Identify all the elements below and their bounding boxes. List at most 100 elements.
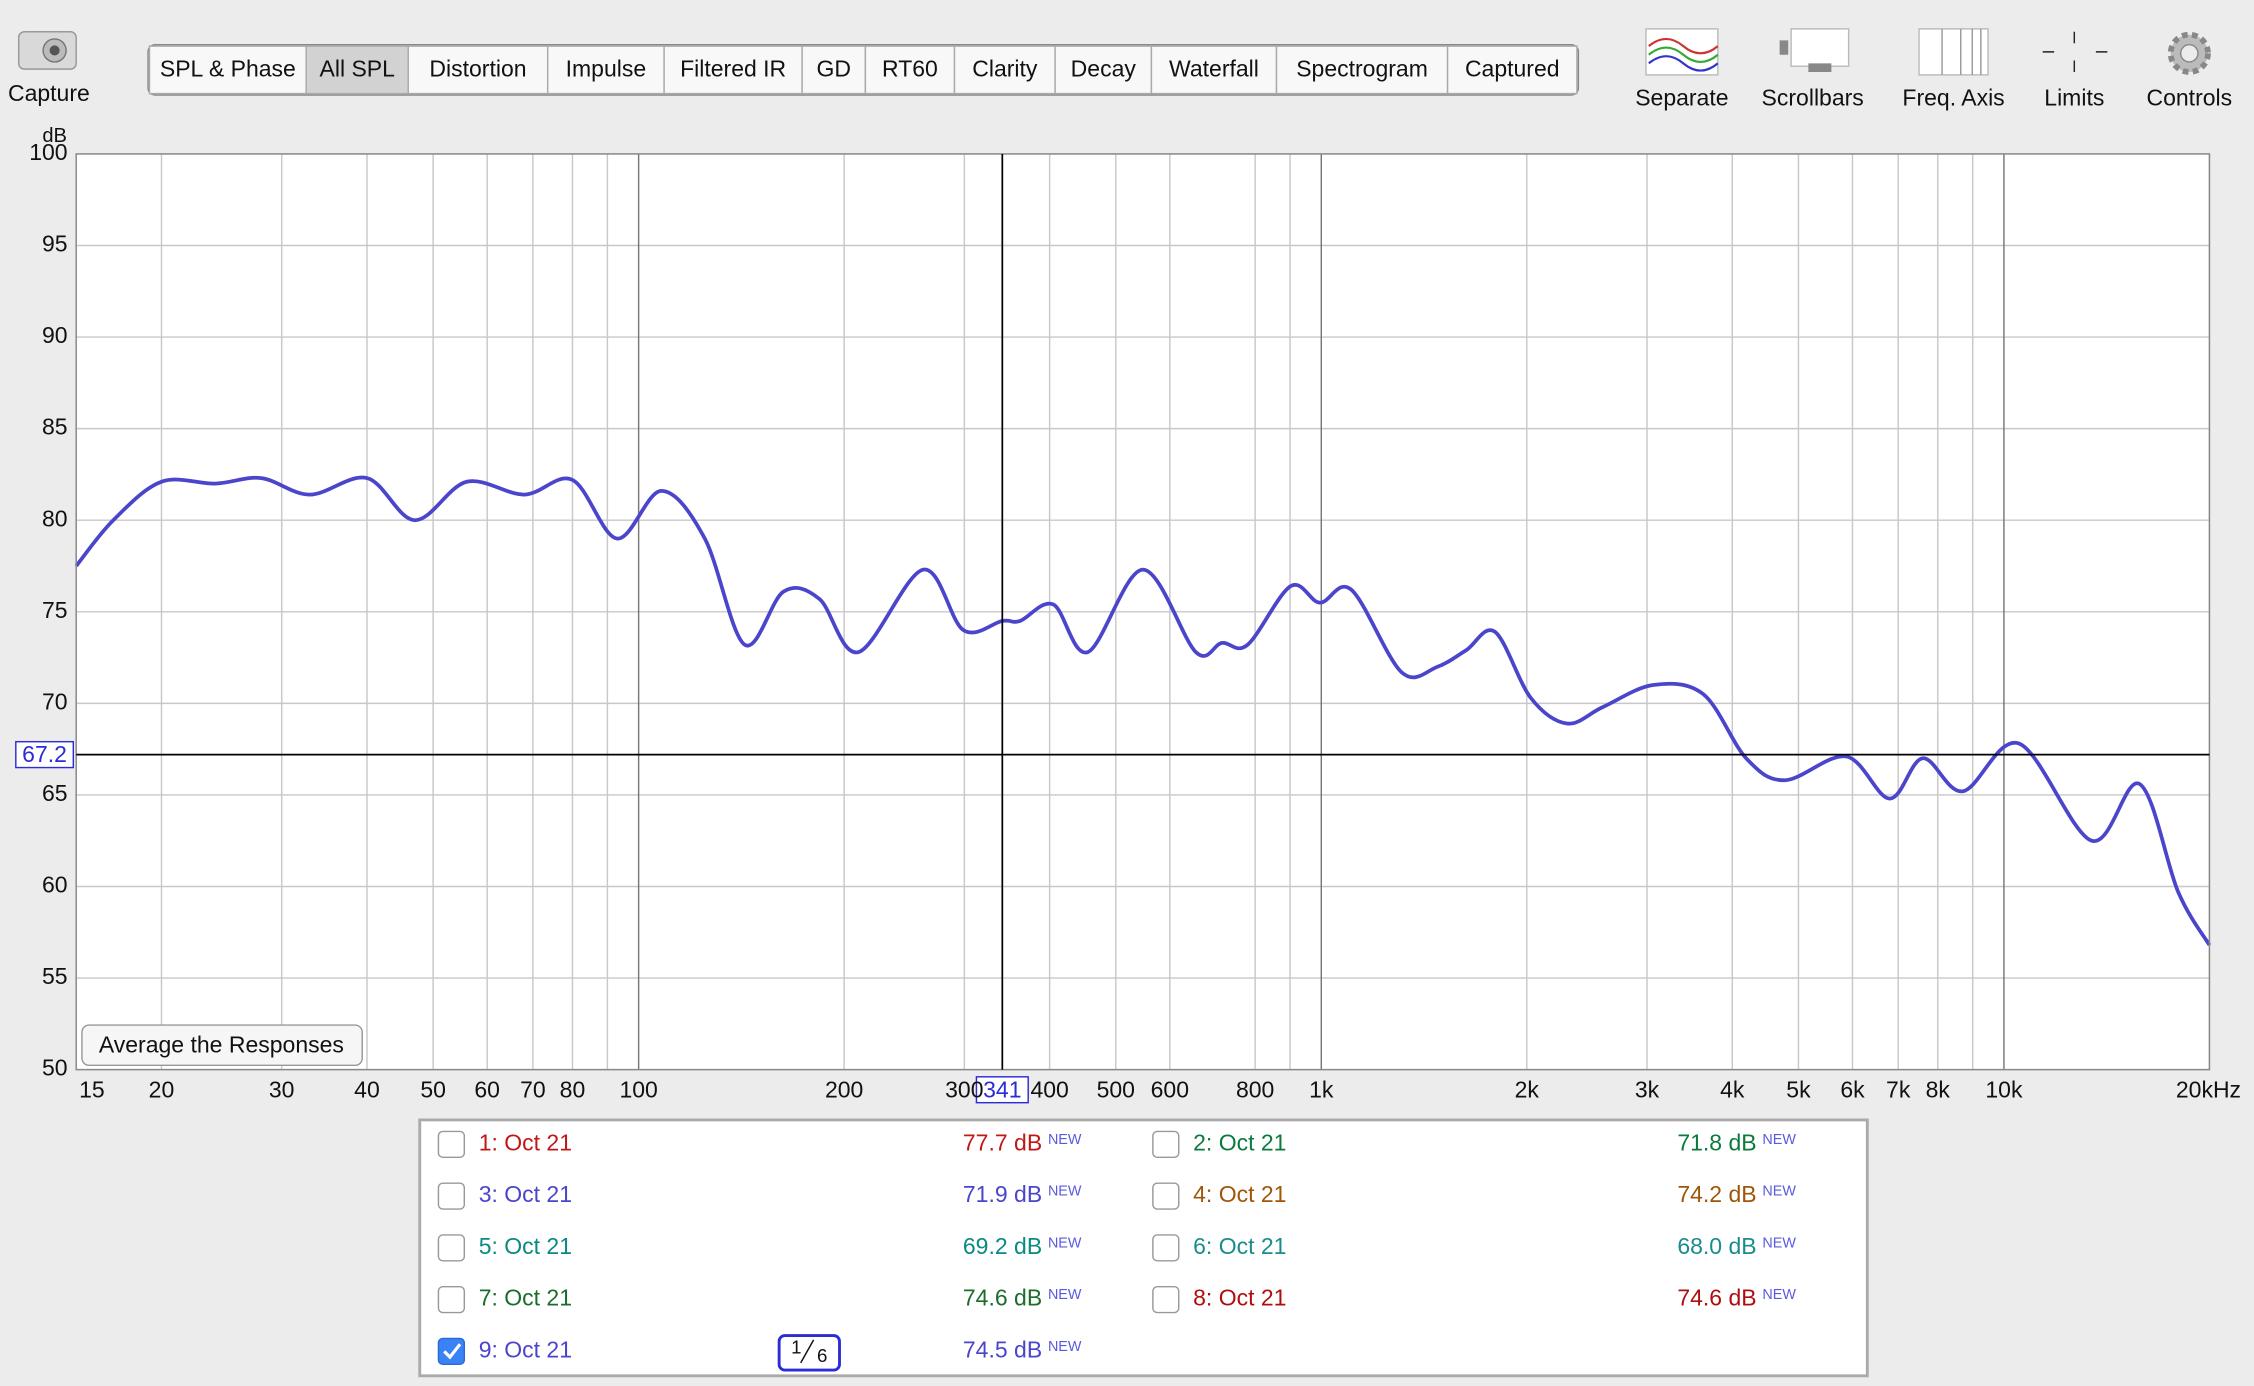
tab-label[interactable]: Distortion xyxy=(429,56,526,82)
tab[interactable] xyxy=(148,45,307,95)
row-name[interactable]: 4: Oct 21 xyxy=(1193,1181,1286,1207)
average-button-label[interactable]: Average the Responses xyxy=(99,1032,344,1058)
capture-label[interactable]: Capture xyxy=(8,80,90,106)
row-name[interactable]: 5: Oct 21 xyxy=(479,1233,572,1259)
x-tick-label: 3k xyxy=(1635,1076,1660,1102)
row-checkbox[interactable] xyxy=(1152,1182,1180,1210)
limits-icon[interactable] xyxy=(2042,31,2108,72)
tool-label[interactable]: Controls xyxy=(2146,84,2232,110)
capture-icon[interactable] xyxy=(17,31,77,70)
scrollbars-icon[interactable] xyxy=(1779,28,1850,72)
tab[interactable] xyxy=(1054,45,1153,95)
x-tick-label: 10k xyxy=(1985,1076,2023,1102)
smoothing-den[interactable]: 6 xyxy=(817,1345,827,1366)
tab[interactable] xyxy=(1150,45,1278,95)
y-tick-label: 100 xyxy=(29,139,67,165)
x-tick-label: 30 xyxy=(269,1076,295,1102)
x-tick-label: 4k xyxy=(1720,1076,1745,1102)
row-name[interactable]: 2: Oct 21 xyxy=(1193,1129,1286,1155)
tab[interactable] xyxy=(801,45,867,95)
row-name[interactable]: 9: Oct 21 xyxy=(479,1336,572,1362)
x-tick-label: 20 xyxy=(149,1076,175,1102)
row-name[interactable]: 8: Oct 21 xyxy=(1193,1285,1286,1311)
row-name[interactable]: 3: Oct 21 xyxy=(479,1181,572,1207)
row-tag: NEW xyxy=(1048,1132,1082,1148)
row-checkbox[interactable] xyxy=(437,1285,466,1314)
x-tick-label: 40 xyxy=(354,1076,380,1102)
row-name[interactable]: 6: Oct 21 xyxy=(1193,1233,1286,1259)
response-curve xyxy=(74,475,2212,947)
tab-bar: SPL & Phase All SPL Distortion Impulse Filte… xyxy=(147,43,1580,96)
legend-panel xyxy=(418,1118,1869,1378)
tab-label[interactable]: Impulse xyxy=(566,56,647,82)
x-tick-label: 8k xyxy=(1926,1076,1951,1102)
row-tag: NEW xyxy=(1762,1184,1796,1200)
plot-frame xyxy=(75,153,2211,1071)
row-level: 74.6 dB xyxy=(963,1285,1042,1311)
row-name[interactable]: 1: Oct 21 xyxy=(479,1129,572,1155)
x-tick-label: 2k xyxy=(1515,1076,1540,1102)
controls-icon[interactable] xyxy=(2167,31,2211,75)
row-checkbox[interactable] xyxy=(437,1182,466,1210)
tab-label[interactable]: All SPL xyxy=(320,56,396,82)
tab-label[interactable]: Filtered IR xyxy=(680,56,786,82)
cursor-y-box xyxy=(15,740,75,769)
tab-label[interactable]: SPL & Phase xyxy=(160,56,296,82)
x-tick-label: 5k xyxy=(1786,1076,1811,1102)
tool-label[interactable]: Limits xyxy=(2044,84,2104,110)
legend: 1: Oct 21 77.7 dB NEW 2: Oct 21 71.8 dB NEW 3:… xyxy=(437,1129,1796,1372)
row-checkbox[interactable] xyxy=(1152,1234,1180,1262)
row-level: 74.6 dB xyxy=(1677,1285,1756,1311)
tab[interactable] xyxy=(546,45,665,95)
y-tick-label: 50 xyxy=(42,1055,68,1081)
row-level: 74.5 dB xyxy=(963,1336,1042,1362)
tab-label[interactable]: Waterfall xyxy=(1169,56,1259,82)
x-tick-label: 7k xyxy=(1886,1076,1911,1102)
tab[interactable] xyxy=(1446,45,1578,95)
separate-icon[interactable] xyxy=(1645,28,1719,76)
row-tag: NEW xyxy=(1048,1339,1082,1355)
smoothing-num[interactable]: 1 xyxy=(791,1336,801,1357)
tab-label[interactable]: Captured xyxy=(1465,56,1560,82)
tab-label[interactable]: Decay xyxy=(1071,56,1137,82)
tool-label[interactable]: Separate xyxy=(1635,84,1728,110)
average-button[interactable]: Average the Responses xyxy=(81,1024,363,1067)
row-checkbox[interactable] xyxy=(437,1130,466,1159)
checkmark[interactable] xyxy=(443,1343,462,1360)
row-name[interactable]: 7: Oct 21 xyxy=(479,1285,572,1311)
x-tick-label: 60 xyxy=(474,1076,500,1102)
x-tick-label: 600 xyxy=(1151,1076,1189,1102)
x-tick-label: 1k xyxy=(1309,1076,1334,1102)
row-checkbox[interactable] xyxy=(437,1234,466,1262)
row-tag: NEW xyxy=(1048,1235,1082,1251)
row-checkbox[interactable] xyxy=(1152,1130,1180,1159)
x-tick-label: 500 xyxy=(1097,1076,1135,1102)
row-level: 77.7 dB xyxy=(963,1129,1042,1155)
tab[interactable] xyxy=(864,45,956,95)
y-tick-label: 85 xyxy=(42,414,68,440)
freq-axis-icon[interactable] xyxy=(1918,28,1989,76)
tool-label[interactable]: Scrollbars xyxy=(1762,84,1864,110)
tab-label[interactable]: RT60 xyxy=(882,56,938,82)
tab-label[interactable]: Clarity xyxy=(972,56,1038,82)
tab-label[interactable]: Spectrogram xyxy=(1296,56,1428,82)
row-checkbox[interactable] xyxy=(437,1337,466,1366)
tab-label[interactable]: GD xyxy=(817,56,852,82)
row-level: 68.0 dB xyxy=(1677,1233,1756,1259)
x-tick-label: 100 xyxy=(619,1076,657,1102)
row-tag: NEW xyxy=(1762,1132,1796,1148)
row-checkbox[interactable] xyxy=(1152,1285,1180,1314)
row-tag: NEW xyxy=(1762,1287,1796,1303)
tab[interactable] xyxy=(407,45,549,95)
tool-label[interactable]: Freq. Axis xyxy=(1902,84,2004,110)
tab[interactable] xyxy=(663,45,803,95)
cursor: 341 67.2 xyxy=(15,153,2210,1104)
row-level: 69.2 dB xyxy=(963,1233,1042,1259)
smoothing-slash xyxy=(800,1339,815,1364)
tab[interactable] xyxy=(305,45,409,95)
tab[interactable] xyxy=(1275,45,1449,95)
x-tick-label: 300 xyxy=(945,1076,983,1102)
row-level: 71.9 dB xyxy=(963,1181,1042,1207)
smoothing-badge[interactable] xyxy=(777,1334,841,1372)
